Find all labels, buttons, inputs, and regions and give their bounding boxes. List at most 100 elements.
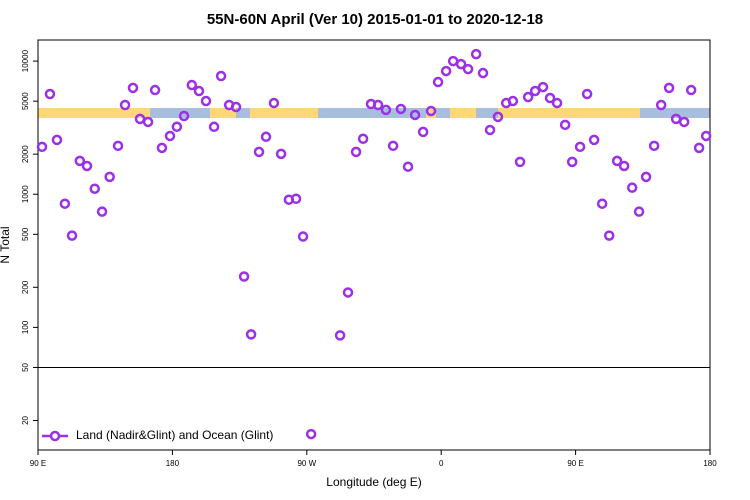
ocean-strip bbox=[436, 108, 450, 118]
data-point bbox=[640, 171, 652, 183]
data-point bbox=[260, 131, 272, 143]
legend-label: Land (Nadir&Glint) and Ocean (Glint) bbox=[76, 428, 273, 442]
data-point bbox=[477, 67, 489, 79]
data-point bbox=[440, 65, 452, 77]
data-point bbox=[193, 85, 205, 97]
data-point bbox=[537, 81, 549, 93]
data-point bbox=[36, 141, 48, 153]
data-point bbox=[171, 121, 183, 133]
data-point bbox=[588, 134, 600, 146]
data-point bbox=[186, 79, 198, 91]
data-point bbox=[633, 206, 645, 217]
data-point bbox=[611, 155, 623, 167]
data-point bbox=[245, 329, 257, 340]
data-point bbox=[350, 146, 362, 158]
data-point bbox=[581, 88, 593, 100]
ocean-strip bbox=[640, 108, 710, 118]
data-point bbox=[566, 156, 578, 168]
data-point bbox=[626, 182, 638, 193]
data-point bbox=[655, 99, 667, 111]
data-point bbox=[529, 85, 541, 97]
data-point bbox=[178, 110, 190, 122]
ocean-strip bbox=[476, 108, 498, 118]
data-point bbox=[425, 105, 437, 117]
x-axis-label: Longitude (deg E) bbox=[326, 475, 421, 489]
data-point bbox=[164, 130, 176, 142]
y-tick-label: 100 bbox=[21, 320, 30, 334]
data-point bbox=[119, 99, 131, 111]
data-point bbox=[238, 271, 250, 282]
data-point bbox=[230, 101, 242, 113]
data-point bbox=[514, 156, 526, 168]
data-point bbox=[357, 133, 369, 145]
data-point bbox=[275, 148, 287, 160]
data-point bbox=[409, 109, 421, 121]
data-point bbox=[596, 198, 608, 209]
data-point bbox=[112, 140, 124, 152]
data-point bbox=[484, 124, 496, 136]
legend-marker bbox=[49, 430, 61, 442]
data-point bbox=[290, 193, 302, 204]
x-tick-label: 90 W bbox=[297, 459, 316, 468]
ocean-strip bbox=[236, 108, 250, 118]
x-tick-label: 180 bbox=[166, 459, 180, 468]
data-point bbox=[522, 91, 534, 103]
y-tick-label: 10000 bbox=[21, 49, 30, 72]
y-tick-label: 200 bbox=[21, 280, 30, 294]
data-point bbox=[81, 160, 93, 172]
data-point bbox=[297, 231, 309, 242]
data-point bbox=[305, 428, 317, 440]
data-point bbox=[380, 104, 392, 116]
data-point bbox=[342, 287, 354, 298]
data-point bbox=[74, 155, 86, 167]
y-tick-label: 500 bbox=[21, 227, 30, 241]
data-point bbox=[432, 76, 444, 88]
data-point bbox=[648, 140, 660, 152]
chart-title: 55N-60N April (Ver 10) 2015-01-01 to 202… bbox=[207, 11, 543, 28]
data-point bbox=[51, 134, 63, 146]
data-point bbox=[395, 103, 407, 115]
data-point bbox=[685, 84, 697, 96]
data-point bbox=[142, 116, 154, 128]
data-point bbox=[678, 116, 690, 128]
data-point bbox=[44, 88, 56, 100]
y-tick-label: 20 bbox=[21, 415, 30, 424]
data-point bbox=[156, 142, 168, 154]
data-point bbox=[268, 97, 280, 109]
x-tick-label: 90 E bbox=[567, 459, 583, 468]
data-point bbox=[492, 111, 504, 123]
data-point bbox=[559, 119, 571, 131]
data-point bbox=[417, 126, 429, 138]
data-point bbox=[663, 82, 675, 94]
y-tick-label: 5000 bbox=[21, 92, 30, 110]
data-point bbox=[89, 183, 100, 194]
y-axis-label: N Total bbox=[0, 226, 12, 263]
data-point bbox=[470, 48, 482, 60]
x-tick-label: 90 E bbox=[30, 459, 46, 468]
ocean-strip bbox=[318, 108, 426, 118]
data-point bbox=[455, 58, 467, 70]
data-point bbox=[574, 141, 586, 153]
data-point bbox=[200, 95, 212, 107]
data-point bbox=[693, 142, 705, 154]
data-point bbox=[334, 330, 346, 341]
data-point bbox=[127, 82, 139, 94]
data-point bbox=[215, 70, 227, 82]
data-point bbox=[208, 121, 220, 133]
data-point bbox=[402, 161, 414, 172]
data-point bbox=[700, 130, 712, 142]
data-point bbox=[618, 160, 630, 172]
y-tick-label: 2000 bbox=[21, 145, 30, 163]
data-point bbox=[253, 146, 265, 158]
y-tick-label: 1000 bbox=[21, 185, 30, 203]
x-tick-label: 180 bbox=[703, 459, 717, 468]
data-point bbox=[66, 230, 78, 241]
data-point bbox=[387, 140, 399, 152]
data-point bbox=[59, 198, 71, 209]
data-point bbox=[603, 230, 615, 241]
data-point bbox=[544, 92, 556, 104]
data-point bbox=[551, 97, 563, 109]
plot-frame bbox=[37, 39, 711, 451]
